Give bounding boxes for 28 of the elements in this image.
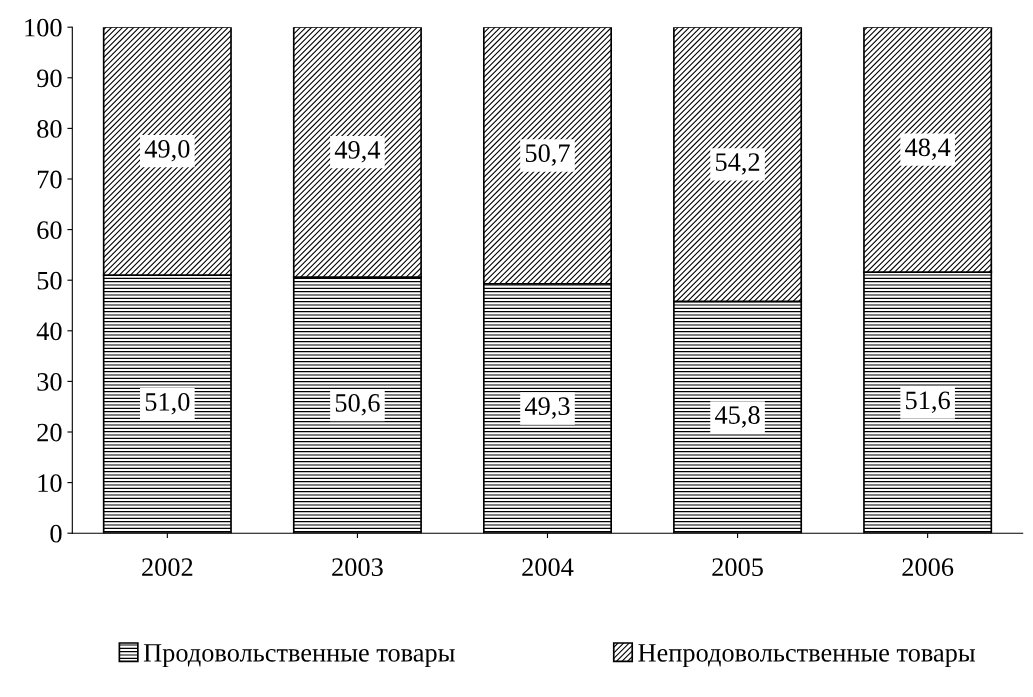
y-tick-label: 40: [36, 322, 62, 341]
data-label: 54,2: [716, 153, 760, 175]
y-tick-label: 90: [37, 69, 62, 88]
x-tick-label: 2006: [902, 558, 954, 577]
data-label: 48,4: [905, 138, 951, 161]
y-tick-label: 20: [37, 423, 62, 442]
y-tick-label: 70: [37, 170, 62, 189]
x-tick-label: 2004: [522, 558, 574, 577]
data-label: 49,3: [524, 397, 570, 419]
data-label: 49,4: [334, 141, 381, 163]
data-label: 50,7: [525, 144, 570, 166]
y-tick-label: 0: [50, 524, 62, 543]
x-tick-label: 2002: [142, 558, 193, 577]
x-tick-label: 2005: [712, 558, 763, 577]
y-tick-label: 80: [37, 119, 62, 138]
y-tick-label: 10: [38, 474, 62, 493]
data-label: 49,0: [144, 139, 190, 162]
legend-label: Продовольственные товары: [143, 644, 455, 668]
x-tick-label: 2003: [332, 558, 383, 577]
y-tick-label: 60: [37, 221, 62, 240]
data-label: 45,8: [714, 406, 760, 428]
legend-label: Непродовольственные товары: [638, 644, 975, 668]
data-label: 50,6: [335, 393, 380, 416]
y-tick-label: 50: [37, 271, 62, 290]
data-label: 51,6: [906, 391, 950, 414]
y-tick-label: 30: [37, 373, 62, 391]
data-label: 51,0: [145, 392, 190, 415]
y-tick-label: 100: [25, 18, 62, 37]
